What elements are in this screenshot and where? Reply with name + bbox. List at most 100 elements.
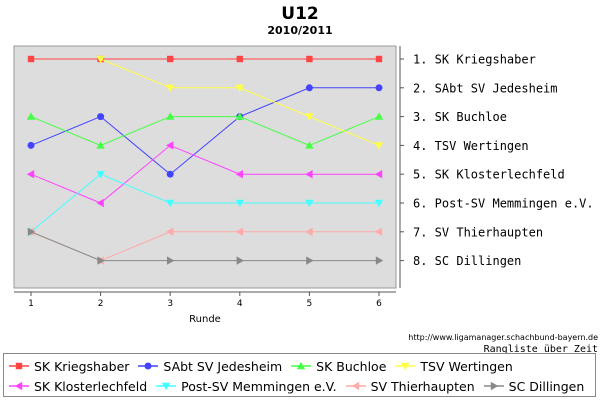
series-group	[26, 112, 384, 149]
data-point	[235, 199, 244, 208]
rank-label: 7. SV Thierhaupten	[413, 225, 543, 239]
legend-marker	[14, 381, 23, 391]
data-point	[26, 112, 36, 120]
data-point	[235, 170, 243, 179]
source-note: http://www.ligamanager.schachbund-bayern…	[408, 333, 598, 342]
data-point	[96, 198, 104, 208]
series-line	[30, 116, 380, 146]
series-group	[27, 84, 383, 178]
data-point	[305, 113, 314, 121]
data-point	[166, 170, 174, 178]
data-point	[305, 227, 313, 236]
x-tick-label: 4	[237, 299, 243, 309]
data-point	[374, 227, 383, 236]
data-point	[375, 84, 383, 92]
data-point	[374, 170, 383, 179]
data-point	[235, 112, 244, 120]
data-point	[305, 141, 314, 149]
data-point	[96, 171, 105, 179]
x-tick-label: 3	[167, 299, 173, 309]
legend-marker	[161, 382, 171, 391]
data-point	[235, 227, 243, 236]
data-point	[96, 55, 105, 64]
data-point	[27, 55, 35, 63]
x-axis-label: Runde	[189, 314, 221, 325]
data-point	[97, 113, 105, 121]
legend-marker	[351, 381, 359, 391]
legend-swatch	[291, 361, 312, 370]
legend-swatch	[483, 381, 504, 391]
footnote: Rangliste über Zeit	[484, 344, 598, 355]
rank-label: 3. SK Buchloe	[413, 110, 507, 124]
legend-item: SK Klosterlechfeld	[8, 379, 147, 394]
data-point	[27, 141, 35, 149]
rank-label: 6. Post-SV Memmingen e.V.	[413, 197, 594, 211]
rank-label: 8. SC Dillingen	[413, 254, 521, 268]
data-point	[166, 141, 174, 150]
legend-marker	[296, 361, 306, 370]
chart-subtitle: 2010/2011	[267, 24, 332, 37]
data-point	[305, 199, 314, 208]
data-point	[166, 112, 175, 120]
data-point	[166, 227, 174, 236]
legend-marker	[401, 362, 410, 371]
legend-item: SC Dillingen	[483, 378, 585, 394]
legend-label: Post-SV Memmingen e.V.	[181, 378, 337, 394]
series-line	[30, 144, 379, 204]
data-point	[167, 55, 174, 63]
series-line	[30, 173, 379, 233]
rank-label: 4. TSV Wertingen	[413, 139, 529, 153]
legend-marker	[144, 362, 152, 370]
series-group	[27, 227, 384, 265]
data-point	[374, 112, 384, 120]
legend-item: Post-SV Memmingen e.V.	[155, 378, 337, 394]
legend-item: SAbt SV Jedesheim	[137, 359, 282, 374]
legend-item: SK Kriegshaber	[8, 359, 129, 374]
data-point	[167, 256, 175, 265]
data-point	[305, 170, 313, 179]
data-point	[26, 170, 35, 179]
x-tick-label: 1	[28, 299, 34, 309]
legend-label: SV Thierhaupten	[370, 378, 475, 394]
legend-swatch	[345, 381, 366, 391]
series-line	[30, 231, 379, 262]
data-point	[374, 199, 384, 208]
series-group	[26, 141, 383, 208]
legend-item: TSV Wertingen	[394, 358, 513, 374]
data-point	[27, 227, 36, 236]
legend-label: SAbt SV Jedesheim	[163, 358, 283, 374]
legend-label: SK Buchloe	[316, 358, 387, 374]
legend-label: SK Kriegshaber	[34, 358, 130, 374]
rank-label: 1. SK Kriegshaber	[413, 53, 536, 67]
x-tick-label: 5	[307, 299, 313, 309]
legend: SK Kriegshaber SAbt SV Jedesheim SK Buchlo…	[3, 353, 596, 397]
legend-swatch	[138, 362, 159, 370]
x-tick-label: 2	[98, 299, 104, 309]
legend-swatch	[156, 382, 177, 391]
legend-marker	[490, 381, 498, 391]
data-point	[374, 142, 384, 150]
legend-swatch	[9, 362, 29, 370]
legend-swatch	[9, 381, 29, 391]
legend-label: SK Klosterlechfeld	[34, 378, 148, 394]
data-point	[306, 256, 314, 265]
plot-area	[13, 45, 397, 289]
legend-item: SV Thierhaupten	[345, 379, 475, 394]
chart-title: U12	[281, 4, 318, 24]
data-point	[166, 199, 175, 208]
legend-label: TSV Wertingen	[420, 358, 513, 374]
data-point	[166, 84, 175, 92]
data-point	[236, 55, 243, 63]
rank-label: 2. SAbt SV Jedesheim	[413, 81, 558, 95]
series-group	[96, 55, 384, 150]
data-point	[375, 55, 383, 63]
legend-item: SK Buchloe	[290, 359, 386, 374]
legend-label: SC Dillingen	[508, 378, 585, 394]
rank-label: 5. SK Klosterlechfeld	[413, 168, 565, 182]
series-group	[27, 55, 383, 63]
legend-marker	[15, 362, 23, 370]
x-tick-label: 6	[376, 299, 382, 309]
data-point	[96, 141, 105, 149]
data-point	[306, 55, 313, 63]
